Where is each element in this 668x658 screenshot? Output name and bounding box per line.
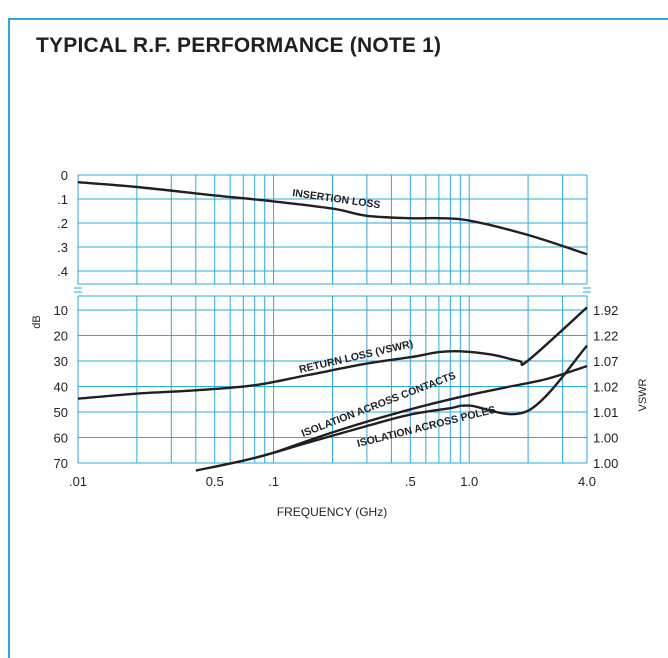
y-tick-label-db: 40: [54, 380, 68, 395]
y-tick-label-db: 10: [54, 303, 68, 318]
y-tick-label-db: 50: [54, 405, 68, 420]
chart-title: TYPICAL R.F. PERFORMANCE (NOTE 1): [36, 34, 442, 57]
y-tick-label-db: 30: [54, 354, 68, 369]
series-line-isolation-across-poles: [195, 344, 588, 472]
x-tick-label: 0.5: [206, 474, 224, 489]
chart-frame: [8, 18, 668, 658]
x-tick-label: .1: [268, 474, 279, 489]
x-tick-label: 1.0: [460, 474, 478, 489]
series-line-isolation-across-contacts: [273, 364, 588, 454]
y-tick-label-db: 70: [54, 456, 68, 471]
y-axis-label-vswr: VSWR: [637, 378, 649, 411]
x-axis-label: FREQUENCY (GHz): [277, 505, 387, 519]
y-tick-label-vswr: 1.01: [593, 405, 618, 420]
y-tick-label-upper: .1: [57, 192, 68, 207]
y-axis-label-db: dB: [31, 315, 43, 328]
y-tick-label-vswr: 1.00: [593, 431, 618, 446]
y-tick-label-vswr: 1.07: [593, 354, 618, 369]
y-tick-label-upper: .2: [57, 216, 68, 231]
x-tick-label: 4.0: [578, 474, 596, 489]
y-tick-label-upper: .4: [57, 264, 68, 279]
y-tick-label-vswr: 1.00: [593, 456, 618, 471]
x-tick-label: .01: [69, 474, 87, 489]
y-tick-label-upper: .3: [57, 240, 68, 255]
y-tick-label-db: 20: [54, 329, 68, 344]
series-label-return-loss-vswr: RETURN LOSS (VSWR): [298, 338, 414, 376]
y-tick-label-db: 60: [54, 431, 68, 446]
y-tick-label-vswr: 1.92: [593, 303, 618, 318]
y-tick-label-vswr: 1.02: [593, 380, 618, 395]
y-tick-label-vswr: 1.22: [593, 329, 618, 344]
x-tick-label: .5: [405, 474, 416, 489]
series-label-insertion-loss: INSERTION LOSS: [292, 187, 381, 211]
series-line-return-loss-vswr: [77, 306, 588, 400]
series-line-insertion-loss: [77, 181, 588, 256]
y-tick-label-upper: 0: [61, 168, 68, 183]
